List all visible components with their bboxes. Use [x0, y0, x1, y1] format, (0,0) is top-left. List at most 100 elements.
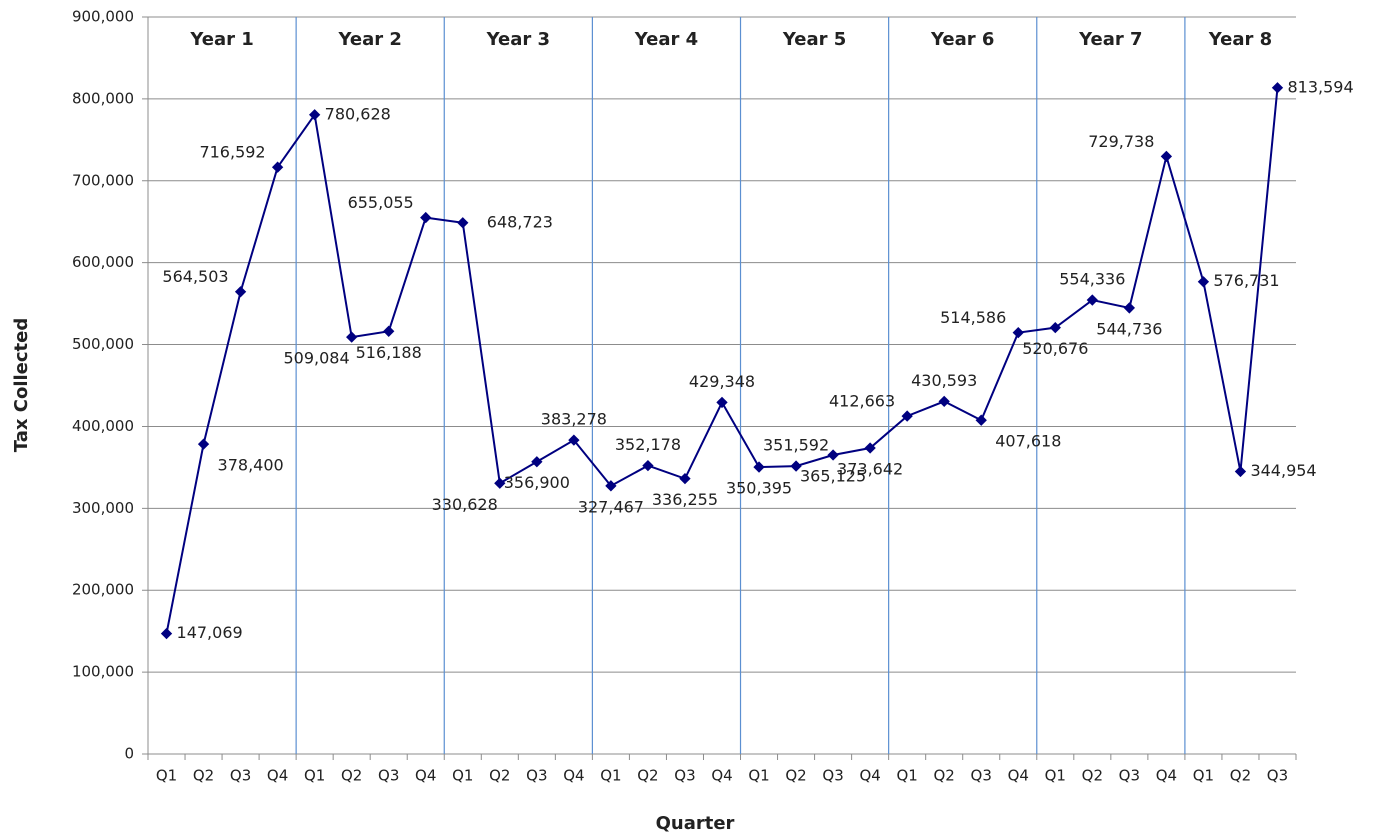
marker: [568, 434, 580, 446]
marker: [642, 459, 654, 472]
data-label: 356,900: [504, 473, 570, 492]
x-tick-label: Q4: [711, 767, 732, 785]
data-label: 509,084: [284, 349, 350, 368]
x-tick-label: Q4: [1008, 767, 1029, 785]
marker: [1049, 321, 1061, 334]
y-tick-label: 900,000: [72, 8, 134, 26]
data-label: 576,731: [1213, 271, 1279, 290]
x-tick-label: Q4: [1156, 767, 1177, 785]
x-tick-label: Q1: [1045, 767, 1066, 785]
group-label: Year 7: [1078, 29, 1142, 50]
marker: [160, 627, 173, 640]
group-label: Year 3: [486, 29, 550, 50]
marker: [271, 161, 284, 173]
data-label: 330,628: [432, 495, 498, 514]
data-label: 429,348: [689, 372, 755, 391]
data-label: 780,628: [325, 104, 391, 123]
data-label: 716,592: [199, 143, 265, 162]
data-label: 520,676: [1022, 339, 1088, 358]
x-tick-label: Q3: [1119, 767, 1140, 785]
x-tick-label: Q2: [341, 767, 362, 785]
marker: [1197, 276, 1210, 288]
marker: [531, 456, 543, 468]
y-tick-label: 200,000: [72, 581, 134, 599]
x-tick-label: Q1: [156, 767, 177, 785]
x-tick-label: Q3: [526, 767, 547, 785]
x-tick-label: Q3: [230, 767, 251, 785]
y-tick-label: 0: [124, 745, 134, 763]
marker: [457, 217, 469, 229]
x-tick-label: Q3: [1267, 767, 1288, 785]
data-label: 655,055: [348, 193, 414, 212]
x-tick-label: Q2: [934, 767, 955, 785]
x-tick-label: Q3: [822, 767, 843, 785]
marker: [753, 461, 765, 473]
x-tick-label: Q1: [600, 767, 621, 785]
x-tick-label: Q1: [452, 767, 473, 785]
marker: [827, 449, 839, 461]
data-label: 554,336: [1059, 270, 1125, 289]
data-label: 648,723: [487, 212, 553, 231]
x-tick-label: Q2: [785, 767, 806, 785]
y-tick-label: 300,000: [72, 499, 134, 517]
data-label: 147,069: [177, 623, 243, 642]
data-label: 430,593: [911, 371, 977, 390]
x-tick-label: Q1: [896, 767, 917, 785]
x-axis-title: Quarter: [656, 813, 735, 834]
x-tick-label: Q1: [1193, 767, 1214, 785]
data-label: 383,278: [541, 410, 607, 429]
x-tick-label: Q2: [1230, 767, 1251, 785]
marker: [975, 414, 987, 426]
marker: [383, 325, 395, 337]
data-label: 373,642: [837, 460, 903, 479]
marker: [605, 480, 617, 492]
x-tick-label: Q2: [1082, 767, 1103, 785]
y-tick-label: 100,000: [72, 663, 134, 681]
x-tick-label: Q1: [304, 767, 325, 785]
marker: [234, 286, 247, 298]
data-label: 813,594: [1287, 77, 1353, 96]
x-tick-label: Q4: [859, 767, 880, 785]
data-label: 412,663: [829, 392, 895, 411]
y-tick-label: 400,000: [72, 417, 134, 435]
marker: [790, 460, 802, 472]
y-tick-label: 600,000: [72, 253, 134, 271]
data-label: 516,188: [356, 343, 422, 362]
marker: [1086, 294, 1098, 306]
x-tick-label: Q3: [971, 767, 992, 785]
marker: [1012, 326, 1024, 339]
x-tick-label: Q2: [489, 767, 510, 785]
marker: [1160, 150, 1173, 163]
data-label: 729,738: [1088, 132, 1154, 151]
group-label: Year 1: [189, 29, 253, 50]
x-tick-label: Q2: [637, 767, 658, 785]
data-label: 351,592: [763, 436, 829, 455]
marker: [679, 472, 691, 485]
group-label: Year 5: [782, 29, 846, 50]
data-label: 378,400: [218, 456, 284, 475]
group-label: Year 6: [930, 29, 994, 50]
data-label: 327,467: [578, 497, 644, 516]
x-tick-label: Q4: [267, 767, 288, 785]
group-label: Year 4: [634, 29, 698, 50]
data-label: 407,618: [995, 432, 1061, 451]
marker: [346, 331, 358, 343]
x-tick-label: Q1: [748, 767, 769, 785]
marker: [1123, 302, 1136, 314]
marker: [1271, 82, 1284, 94]
data-label: 336,255: [652, 490, 718, 509]
x-tick-label: Q2: [193, 767, 214, 785]
group-label: Year 2: [337, 29, 401, 50]
marker: [197, 438, 210, 450]
marker: [1234, 465, 1247, 478]
marker: [938, 395, 950, 408]
x-tick-label: Q4: [563, 767, 584, 785]
y-axis-title: Tax Collected: [11, 318, 32, 452]
data-label: 352,178: [615, 435, 681, 454]
data-label: 514,586: [940, 308, 1006, 327]
data-label: 344,954: [1250, 461, 1316, 480]
marker: [864, 442, 876, 454]
marker: [494, 477, 506, 489]
marker: [420, 211, 432, 224]
